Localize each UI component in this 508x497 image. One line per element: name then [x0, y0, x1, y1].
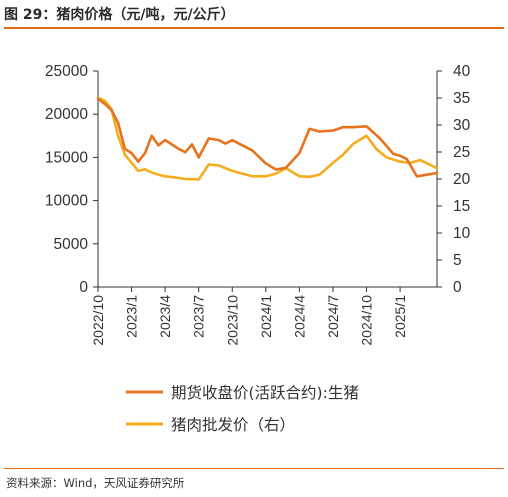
left-tick-label: 10000 — [45, 193, 88, 210]
x-tick-label: 2024/1 — [258, 295, 274, 338]
x-tick-label: 2025/1 — [392, 295, 408, 338]
left-tick-label: 25000 — [45, 63, 88, 80]
right-tick-label: 10 — [453, 225, 471, 242]
right-tick-label: 5 — [453, 252, 462, 269]
x-tick-label: 2023/4 — [157, 295, 173, 338]
hog-futures-price-line — [96, 97, 439, 178]
legend-label: 猪肉批发价（右） — [171, 416, 295, 434]
x-tick-label: 2023/7 — [191, 295, 207, 338]
pork-wholesale-price-line — [96, 96, 439, 181]
footer-divider — [4, 468, 504, 469]
left-tick-label: 5000 — [54, 236, 89, 253]
x-tick-label: 2023/10 — [224, 295, 240, 346]
right-tick-label: 30 — [453, 117, 471, 134]
title-divider — [4, 27, 504, 29]
right-axis-ticks: 0 5 10 15 20 25 30 35 40 — [437, 63, 471, 296]
right-tick-label: 35 — [453, 90, 470, 107]
source-note: 资料来源：Wind，天风证券研究所 — [6, 476, 185, 490]
x-tick-label: 2024/7 — [325, 295, 341, 338]
left-tick-label: 0 — [79, 279, 88, 296]
chart-title: 图 29：猪肉价格（元/吨，元/公斤） — [4, 7, 235, 23]
right-tick-label: 25 — [453, 144, 470, 161]
x-tick-label: 2024/4 — [291, 295, 307, 338]
x-tick-label: 2023/1 — [124, 295, 140, 338]
chart-axes — [97, 71, 438, 288]
x-tick-label: 2024/10 — [359, 295, 375, 346]
right-tick-label: 40 — [453, 63, 471, 80]
left-tick-label: 20000 — [45, 106, 88, 123]
right-tick-label: 0 — [453, 279, 462, 296]
legend-label: 期货收盘价(活跃合约):生猪 — [171, 383, 359, 402]
x-tick-label: 2022/10 — [90, 295, 106, 346]
series-lines — [96, 96, 439, 181]
right-tick-label: 15 — [453, 198, 470, 215]
right-tick-label: 20 — [453, 171, 471, 188]
left-tick-label: 15000 — [45, 149, 88, 166]
left-axis-ticks: 0 5000 10000 15000 20000 25000 — [45, 63, 98, 296]
line-chart: 0 5000 10000 15000 20000 25000 0 5 10 15 20 25 30 35… — [45, 63, 471, 434]
x-axis-ticks: 2022/10 2023/1 2023/4 2023/7 2023/10 2024/1 20… — [90, 287, 408, 346]
